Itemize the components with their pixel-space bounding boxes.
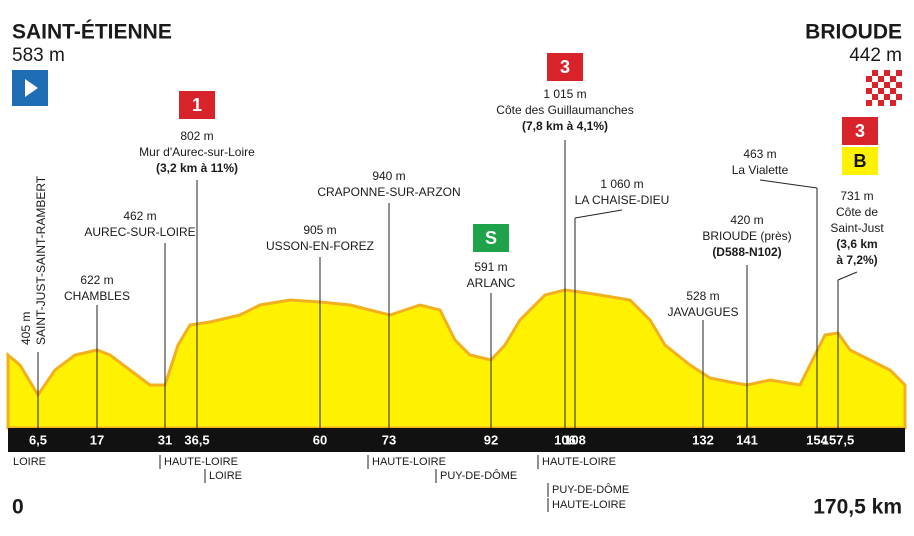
- point-label: 905 m: [303, 223, 336, 237]
- point-label: 528 m: [686, 289, 719, 303]
- point-label: Mur d'Aurec-sur-Loire: [139, 145, 255, 159]
- profile: [6, 288, 907, 430]
- department-label: PUY-DE-DÔME: [440, 469, 517, 482]
- department-label: HAUTE-LOIRE: [164, 456, 238, 468]
- start-altitude: 583 m: [12, 45, 65, 66]
- km-label: 106: [554, 432, 576, 447]
- badge-label: 3: [855, 121, 865, 141]
- km-label: 157,5: [822, 432, 855, 447]
- km-label: 92: [484, 432, 498, 447]
- point-label: ARLANC: [467, 276, 516, 290]
- km-label: 36,5: [184, 432, 209, 447]
- department-label: LOIRE: [13, 456, 46, 468]
- point-label: CHAMBLES: [64, 289, 130, 303]
- km-label: 6,5: [29, 432, 47, 447]
- point-label: SAINT-JUST-SAINT-RAMBERT: [34, 175, 48, 345]
- climb-badge: [473, 224, 509, 252]
- start-km: 0: [12, 496, 24, 519]
- climb-badge: [547, 53, 583, 81]
- point-label: 591 m: [474, 260, 507, 274]
- km-bar: [8, 428, 905, 452]
- climb-badge: [179, 91, 215, 119]
- point-label: (3,2 km à 11%): [156, 161, 238, 175]
- finish-flag: [866, 70, 902, 106]
- badge-label: S: [485, 228, 497, 248]
- point-label: (7,8 km à 4,1%): [522, 119, 608, 133]
- km-label: 17: [90, 432, 104, 447]
- climb-badge: [842, 117, 878, 145]
- point-label: à 7,2%): [836, 253, 877, 267]
- point-label: 463 m: [743, 147, 776, 161]
- point-label: AUREC-SUR-LOIRE: [84, 225, 195, 239]
- department-label: HAUTE-LOIRE: [542, 456, 616, 468]
- climb-badge: [842, 147, 878, 175]
- leader-line: [837, 271, 858, 281]
- point-label: JAVAUGUES: [668, 305, 739, 319]
- point-label: 420 m: [730, 213, 763, 227]
- point-label: Côte de: [836, 205, 878, 219]
- department-label: HAUTE-LOIRE: [552, 499, 626, 511]
- point-label: Saint-Just: [830, 221, 884, 235]
- point-label: BRIOUDE (près): [702, 229, 791, 243]
- point-label: Côte des Guillaumanches: [496, 103, 633, 117]
- badge-label: B: [854, 151, 867, 171]
- start-name: SAINT-ÉTIENNE: [12, 21, 172, 44]
- department-label: HAUTE-LOIRE: [372, 456, 446, 468]
- km-label: 108: [564, 432, 586, 447]
- point-label: (D588-N102): [712, 245, 781, 259]
- point-label: 802 m: [180, 129, 213, 143]
- km-label: 154: [806, 432, 828, 447]
- start-arrow: [25, 79, 38, 97]
- leader-line: [574, 209, 623, 219]
- point-label: La Vialette: [732, 163, 789, 177]
- finish-name: BRIOUDE: [805, 21, 902, 44]
- badge-label: 1: [192, 95, 202, 115]
- point-label: 940 m: [372, 169, 405, 183]
- point-label: 622 m: [80, 273, 113, 287]
- department-label: LOIRE: [209, 470, 242, 482]
- finish-km: 170,5 km: [813, 496, 902, 519]
- km-label: 60: [313, 432, 327, 447]
- point-label: USSON-EN-FOREZ: [266, 239, 374, 253]
- leader-line: [759, 179, 818, 189]
- point-label: 462 m: [123, 209, 156, 223]
- department-label: PUY-DE-DÔME: [552, 483, 629, 496]
- point-label: 1 060 m: [600, 177, 643, 191]
- km-label: 132: [692, 432, 714, 447]
- point-label: CRAPONNE-SUR-ARZON: [317, 185, 460, 199]
- km-label: 141: [736, 432, 758, 447]
- point-label: 405 m: [19, 312, 33, 345]
- finish-altitude: 442 m: [849, 45, 902, 66]
- point-label: LA CHAISE-DIEU: [575, 193, 670, 207]
- point-label: 731 m: [840, 189, 873, 203]
- km-label: 73: [382, 432, 396, 447]
- point-label: (3,6 km: [836, 237, 877, 251]
- point-label: 1 015 m: [543, 87, 586, 101]
- km-label: 31: [158, 432, 172, 447]
- badge-label: 3: [560, 57, 570, 77]
